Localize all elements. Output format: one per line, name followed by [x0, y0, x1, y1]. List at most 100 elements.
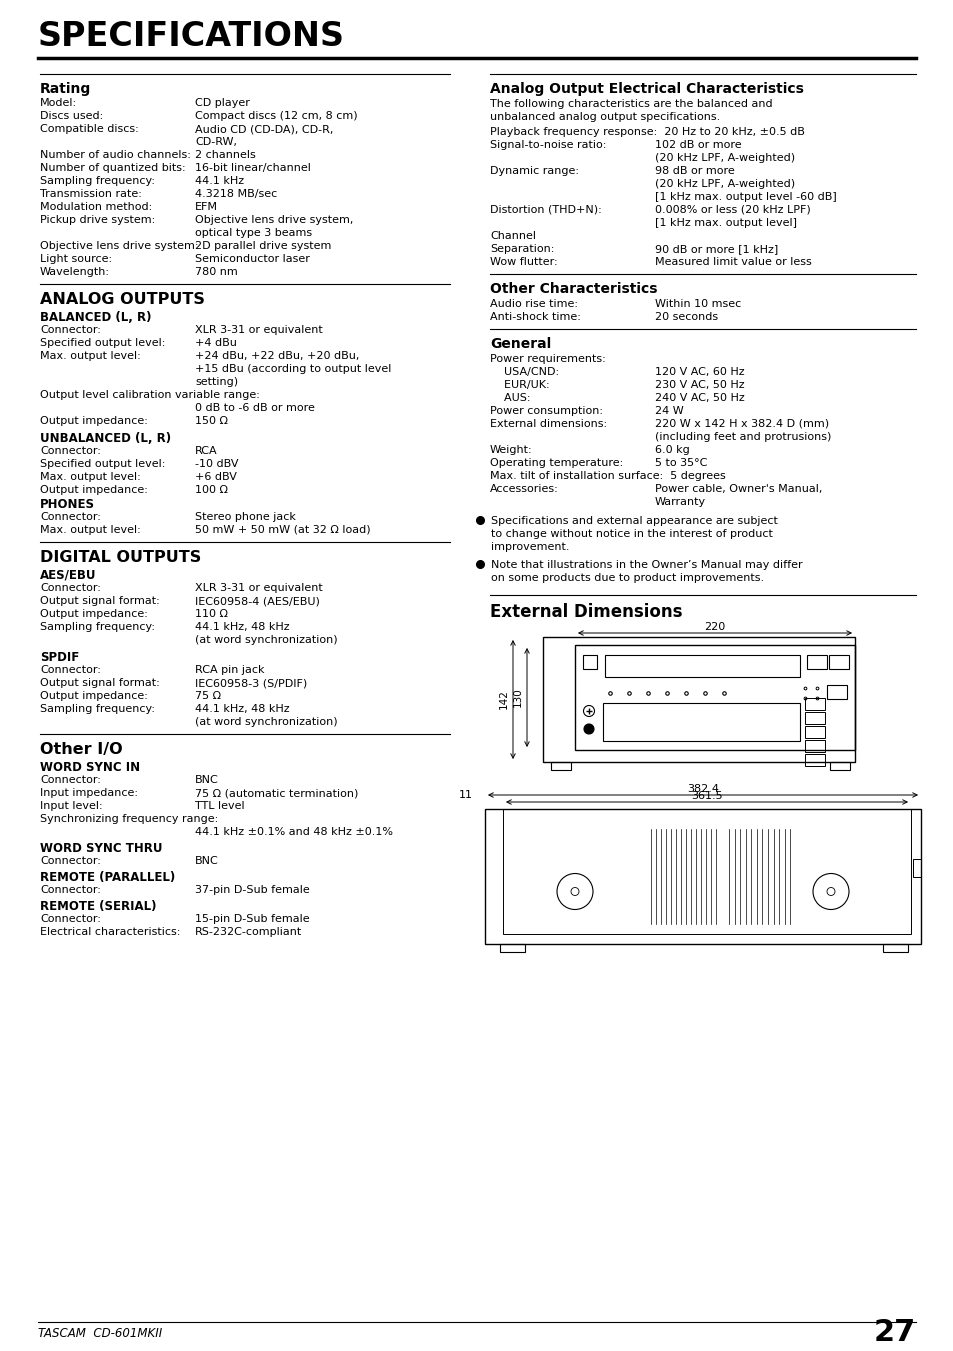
Text: AES/EBU: AES/EBU	[40, 569, 96, 582]
Text: +15 dBu (according to output level: +15 dBu (according to output level	[194, 363, 391, 374]
Text: Audio rise time:: Audio rise time:	[490, 299, 578, 309]
Text: Dynamic range:: Dynamic range:	[490, 166, 578, 176]
Text: 100 Ω: 100 Ω	[194, 485, 228, 494]
Bar	[804, 725, 824, 738]
Text: WORD SYNC THRU: WORD SYNC THRU	[40, 842, 162, 855]
Bar	[542, 638, 854, 762]
Bar	[804, 754, 824, 766]
Text: 44.1 kHz ±0.1% and 48 kHz ±0.1%: 44.1 kHz ±0.1% and 48 kHz ±0.1%	[194, 827, 393, 838]
Text: Audio CD (CD-DA), CD-R,: Audio CD (CD-DA), CD-R,	[194, 124, 333, 134]
Text: Connector:: Connector:	[40, 326, 101, 335]
Text: 6.0 kg: 6.0 kg	[655, 444, 689, 455]
Text: Connector:: Connector:	[40, 584, 101, 593]
Text: UNBALANCED (L, R): UNBALANCED (L, R)	[40, 432, 171, 444]
Bar	[604, 655, 800, 677]
Text: to change without notice in the interest of product: to change without notice in the interest…	[491, 530, 772, 539]
Text: Input level:: Input level:	[40, 801, 103, 811]
Text: 0.008% or less (20 kHz LPF): 0.008% or less (20 kHz LPF)	[655, 205, 810, 215]
Text: 24 W: 24 W	[655, 407, 683, 416]
Text: Accessories:: Accessories:	[490, 484, 558, 494]
Text: [1 kHz max. output level -60 dB]: [1 kHz max. output level -60 dB]	[655, 192, 836, 203]
Text: Sampling frequency:: Sampling frequency:	[40, 621, 154, 632]
Text: Objective lens drive system:: Objective lens drive system:	[40, 240, 198, 251]
Text: Power cable, Owner's Manual,: Power cable, Owner's Manual,	[655, 484, 821, 494]
Text: RS-232C-compliant: RS-232C-compliant	[194, 927, 302, 938]
Text: REMOTE (PARALLEL): REMOTE (PARALLEL)	[40, 871, 175, 884]
Text: on some products due to product improvements.: on some products due to product improvem…	[491, 573, 763, 584]
Text: The following characteristics are the balanced and: The following characteristics are the ba…	[490, 99, 772, 109]
Text: 130: 130	[513, 688, 522, 708]
Text: (at word synchronization): (at word synchronization)	[194, 635, 337, 644]
Text: Output impedance:: Output impedance:	[40, 416, 148, 426]
Text: TASCAM  CD-601MKII: TASCAM CD-601MKII	[38, 1327, 162, 1340]
Text: improvement.: improvement.	[491, 542, 569, 553]
Text: Discs used:: Discs used:	[40, 111, 103, 122]
Text: 75 Ω: 75 Ω	[194, 690, 221, 701]
Text: RCA pin jack: RCA pin jack	[194, 665, 264, 676]
Text: Light source:: Light source:	[40, 254, 112, 263]
Text: Connector:: Connector:	[40, 665, 101, 676]
Text: Output impedance:: Output impedance:	[40, 485, 148, 494]
Text: Connector:: Connector:	[40, 446, 101, 457]
Text: 382.4: 382.4	[686, 784, 719, 794]
Text: Warranty: Warranty	[655, 497, 705, 507]
Text: Other I/O: Other I/O	[40, 742, 123, 757]
Text: Connector:: Connector:	[40, 857, 101, 866]
Bar	[602, 703, 800, 740]
Text: Operating temperature:: Operating temperature:	[490, 458, 622, 467]
Text: AUS:: AUS:	[490, 393, 530, 403]
Text: IEC60958-4 (AES/EBU): IEC60958-4 (AES/EBU)	[194, 596, 319, 607]
Text: optical type 3 beams: optical type 3 beams	[194, 228, 312, 238]
Text: BNC: BNC	[194, 775, 218, 785]
Text: Transmission rate:: Transmission rate:	[40, 189, 142, 199]
Text: setting): setting)	[194, 377, 238, 386]
Text: Power requirements:: Power requirements:	[490, 354, 605, 363]
Bar	[806, 655, 826, 669]
Text: Playback frequency response:  20 Hz to 20 kHz, ±0.5 dB: Playback frequency response: 20 Hz to 20…	[490, 127, 804, 136]
Text: DIGITAL OUTPUTS: DIGITAL OUTPUTS	[40, 550, 201, 565]
Text: Distortion (THD+N):: Distortion (THD+N):	[490, 205, 601, 215]
Text: 20 seconds: 20 seconds	[655, 312, 718, 322]
Text: 110 Ω: 110 Ω	[194, 609, 228, 619]
Text: Other Characteristics: Other Characteristics	[490, 282, 657, 296]
Text: Number of quantized bits:: Number of quantized bits:	[40, 163, 186, 173]
Text: Output impedance:: Output impedance:	[40, 690, 148, 701]
Text: 220 W x 142 H x 382.4 D (mm): 220 W x 142 H x 382.4 D (mm)	[655, 419, 828, 430]
Text: Sampling frequency:: Sampling frequency:	[40, 704, 154, 713]
Bar	[502, 809, 910, 934]
Text: 50 mW + 50 mW (at 32 Ω load): 50 mW + 50 mW (at 32 Ω load)	[194, 526, 370, 535]
Text: 361.5: 361.5	[691, 790, 722, 801]
Circle shape	[583, 724, 594, 734]
Bar	[804, 712, 824, 724]
Text: Stereo phone jack: Stereo phone jack	[194, 512, 295, 521]
Bar	[499, 944, 524, 952]
Text: (20 kHz LPF, A-weighted): (20 kHz LPF, A-weighted)	[655, 153, 794, 163]
Text: Output impedance:: Output impedance:	[40, 609, 148, 619]
Text: Connector:: Connector:	[40, 915, 101, 924]
Text: 37-pin D-Sub female: 37-pin D-Sub female	[194, 885, 310, 894]
Text: (20 kHz LPF, A-weighted): (20 kHz LPF, A-weighted)	[655, 178, 794, 189]
Text: Wavelength:: Wavelength:	[40, 267, 110, 277]
Text: 44.1 kHz, 48 kHz: 44.1 kHz, 48 kHz	[194, 704, 290, 713]
Text: 2 channels: 2 channels	[194, 150, 255, 159]
Text: Separation:: Separation:	[490, 245, 554, 254]
Text: RCA: RCA	[194, 446, 217, 457]
Text: Objective lens drive system,: Objective lens drive system,	[194, 215, 353, 226]
Text: CD player: CD player	[194, 99, 250, 108]
Text: Output signal format:: Output signal format:	[40, 678, 159, 688]
Text: Measured limit value or less: Measured limit value or less	[655, 257, 811, 267]
Text: Connector:: Connector:	[40, 885, 101, 894]
Text: Output level calibration variable range:: Output level calibration variable range:	[40, 390, 259, 400]
Text: Electrical characteristics:: Electrical characteristics:	[40, 927, 180, 938]
Text: BALANCED (L, R): BALANCED (L, R)	[40, 311, 152, 324]
Text: IEC60958-3 (S/PDIF): IEC60958-3 (S/PDIF)	[194, 678, 307, 688]
Text: Signal-to-noise ratio:: Signal-to-noise ratio:	[490, 141, 606, 150]
Text: 27: 27	[873, 1319, 915, 1347]
Text: Connector:: Connector:	[40, 775, 101, 785]
Text: 230 V AC, 50 Hz: 230 V AC, 50 Hz	[655, 380, 744, 390]
Text: Semiconductor laser: Semiconductor laser	[194, 254, 310, 263]
Bar	[575, 644, 854, 750]
Text: 4.3218 MB/sec: 4.3218 MB/sec	[194, 189, 277, 199]
Text: PHONES: PHONES	[40, 499, 95, 511]
Text: Specified output level:: Specified output level:	[40, 338, 165, 349]
